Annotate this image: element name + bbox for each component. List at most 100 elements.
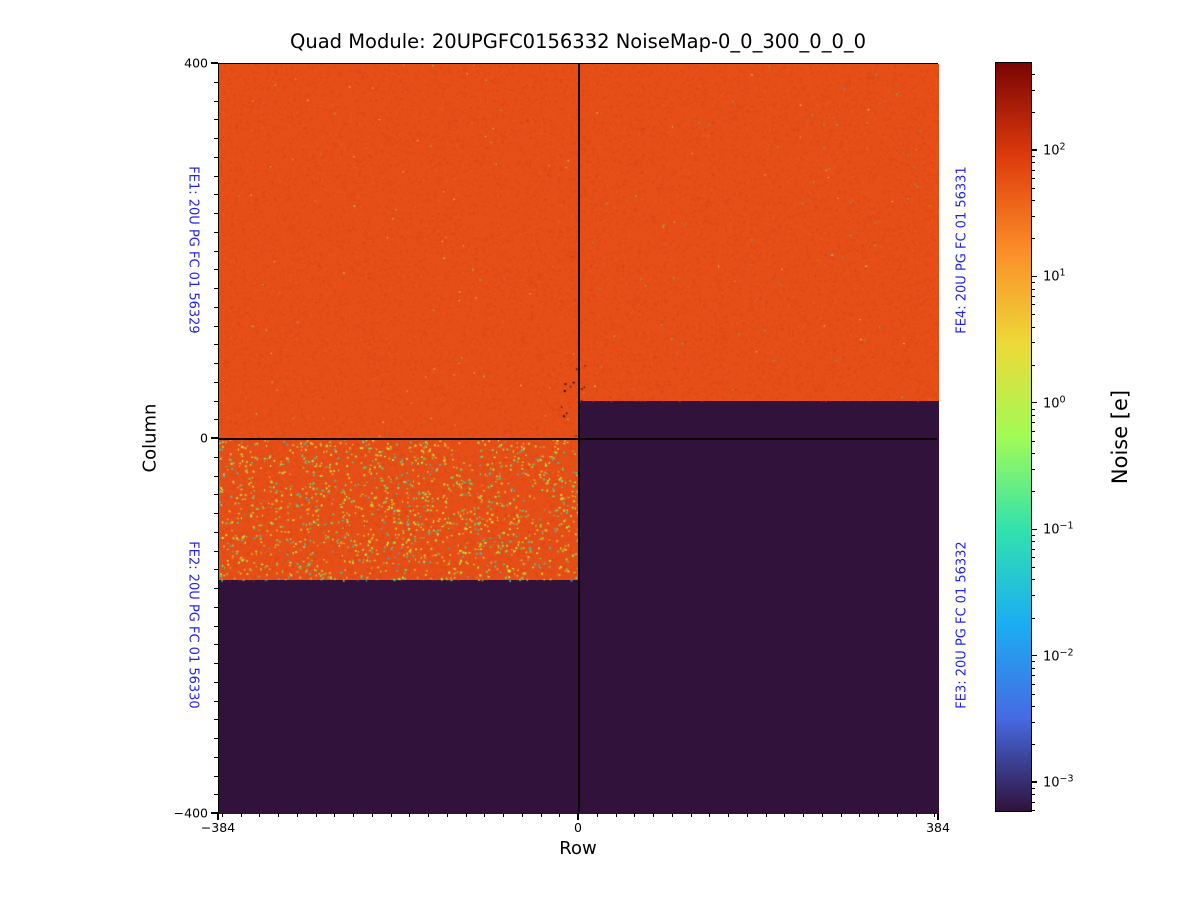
y-minor-tick <box>214 251 218 252</box>
colorbar-minor-tick <box>1032 415 1035 416</box>
x-minor-tick <box>484 813 485 817</box>
colorbar-minor-tick <box>1032 694 1035 695</box>
y-minor-tick <box>214 419 218 420</box>
fe2-chip-label: FE2: 20U PG FC 01 56330 <box>186 541 201 708</box>
x-major-tick <box>217 813 218 820</box>
y-minor-tick <box>214 626 218 627</box>
x-minor-tick <box>784 813 785 817</box>
y-minor-tick <box>214 457 218 458</box>
colorbar-minor-tick <box>1032 296 1035 297</box>
colorbar-minor-tick <box>1032 802 1035 803</box>
y-minor-tick <box>214 663 218 664</box>
colorbar-tick-label: 100 <box>1043 394 1066 411</box>
y-minor-tick <box>214 776 218 777</box>
y-minor-tick <box>214 401 218 402</box>
colorbar-minor-tick <box>1032 810 1035 811</box>
x-minor-tick <box>503 813 504 817</box>
colorbar-major-tick <box>1032 781 1037 782</box>
x-minor-tick <box>372 813 373 817</box>
y-minor-tick <box>214 569 218 570</box>
x-minor-tick <box>897 813 898 817</box>
colorbar-minor-tick <box>1032 216 1035 217</box>
y-minor-tick <box>214 307 218 308</box>
colorbar-tick-label: 10−1 <box>1043 521 1074 538</box>
y-minor-tick <box>214 494 218 495</box>
colorbar-minor-tick <box>1032 170 1035 171</box>
colorbar-major-tick <box>1032 276 1037 277</box>
colorbar-tick-label: 10−2 <box>1043 647 1074 664</box>
x-minor-tick <box>916 813 917 817</box>
y-minor-tick <box>214 551 218 552</box>
y-minor-tick <box>214 138 218 139</box>
x-minor-tick <box>222 813 223 817</box>
x-minor-tick <box>541 813 542 817</box>
y-minor-tick <box>214 794 218 795</box>
plot-area <box>218 63 938 813</box>
y-tick-label: −400 <box>174 806 208 821</box>
x-minor-tick <box>522 813 523 817</box>
colorbar-gradient <box>995 62 1032 812</box>
colorbar-minor-tick <box>1032 579 1035 580</box>
colorbar-minor-tick <box>1032 431 1035 432</box>
x-major-tick <box>577 813 578 820</box>
colorbar-minor-tick <box>1032 541 1035 542</box>
chip-divider-horizontal <box>219 438 937 440</box>
x-minor-tick <box>653 813 654 817</box>
fe1-chip-label: FE1: 20U PG FC 01 56329 <box>186 166 201 333</box>
colorbar-minor-tick <box>1032 595 1035 596</box>
x-minor-tick <box>278 813 279 817</box>
colorbar-tick-label: 101 <box>1043 268 1066 285</box>
x-minor-tick <box>616 813 617 817</box>
x-minor-tick <box>934 813 935 817</box>
x-tick-label: 0 <box>574 820 582 835</box>
x-minor-tick <box>691 813 692 817</box>
colorbar-minor-tick <box>1032 469 1035 470</box>
y-minor-tick <box>214 682 218 683</box>
y-minor-tick <box>214 701 218 702</box>
colorbar-minor-tick <box>1032 675 1035 676</box>
colorbar-minor-tick <box>1032 491 1035 492</box>
colorbar-major-tick <box>1032 655 1037 656</box>
y-tick-label: 400 <box>184 56 208 71</box>
y-major-tick <box>211 812 218 813</box>
fe4-chip-label: FE4: 20U PG FC 01 56331 <box>955 166 970 333</box>
x-minor-tick <box>241 813 242 817</box>
fe3-chip-label: FE3: 20U PG FC 01 56332 <box>955 541 970 708</box>
y-minor-tick <box>214 288 218 289</box>
y-minor-tick <box>214 326 218 327</box>
x-axis-label: Row <box>559 838 596 859</box>
colorbar-minor-tick <box>1032 162 1035 163</box>
x-tick-label: 384 <box>926 820 950 835</box>
x-minor-tick <box>728 813 729 817</box>
colorbar-minor-tick <box>1032 74 1035 75</box>
colorbar-minor-tick <box>1032 788 1035 789</box>
y-minor-tick <box>214 607 218 608</box>
y-axis-label: Column <box>140 404 161 473</box>
colorbar-minor-tick <box>1032 282 1035 283</box>
x-minor-tick <box>559 813 560 817</box>
colorbar-minor-tick <box>1032 706 1035 707</box>
colorbar-minor-tick <box>1032 90 1035 91</box>
colorbar-tick-label: 10−3 <box>1043 773 1074 790</box>
x-minor-tick <box>409 813 410 817</box>
colorbar-major-tick <box>1032 149 1037 150</box>
x-minor-tick <box>334 813 335 817</box>
colorbar-tick-label: 102 <box>1043 141 1066 158</box>
colorbar-minor-tick <box>1032 549 1035 550</box>
colorbar-minor-tick <box>1032 327 1035 328</box>
y-minor-tick <box>214 157 218 158</box>
colorbar-minor-tick <box>1032 557 1035 558</box>
colorbar-major-tick <box>1032 529 1037 530</box>
colorbar-minor-tick <box>1032 200 1035 201</box>
y-minor-tick <box>214 588 218 589</box>
colorbar-minor-tick <box>1032 289 1035 290</box>
y-minor-tick <box>214 344 218 345</box>
x-minor-tick <box>316 813 317 817</box>
colorbar-minor-tick <box>1032 661 1035 662</box>
colorbar-minor-tick <box>1032 794 1035 795</box>
x-minor-tick <box>803 813 804 817</box>
colorbar-minor-tick <box>1032 156 1035 157</box>
colorbar-minor-tick <box>1032 342 1035 343</box>
y-minor-tick <box>214 194 218 195</box>
y-minor-tick <box>214 738 218 739</box>
